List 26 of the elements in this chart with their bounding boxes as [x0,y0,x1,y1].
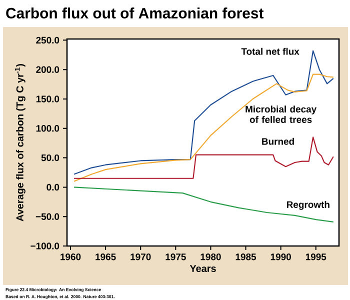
series-label: Burned [262,138,294,145]
line-series [73,136,334,179]
line-series [73,186,334,222]
x-tick-label: 1970 [130,254,151,260]
y-axis-title: Average flux of carbon (Tg C yr$^{-1}$) [14,64,26,222]
y-tick-label: 150.0 [36,96,60,102]
x-tick-label: 1965 [96,254,116,260]
x-tick-label: 1975 [166,254,186,260]
line-series [73,74,334,182]
y-tick-label: 0.0 [46,184,60,191]
x-tick-label: 1980 [200,254,221,260]
x-axis-title: Years [190,265,216,272]
y-tick-label: 250.0 [36,36,60,44]
x-tick-label: 1960 [60,254,81,260]
y-tick-label: −50.0 [36,213,60,220]
y-tick-label: 50.0 [41,154,60,162]
x-tick-label: 1985 [236,254,256,260]
series-label: Microbial decay of felled trees [246,106,317,123]
chart-title: Carbon flux out of Amazonian forest [6,8,264,18]
x-tick-label: 1990 [270,254,291,260]
x-tick-label: 1995 [306,254,326,260]
y-tick-label: 200.0 [36,66,60,73]
series-label: Regrowth [286,200,330,210]
series-label: Total net flux [241,48,300,55]
y-tick-label: −100.0 [30,242,60,250]
y-tick-label: 100.0 [36,125,60,132]
